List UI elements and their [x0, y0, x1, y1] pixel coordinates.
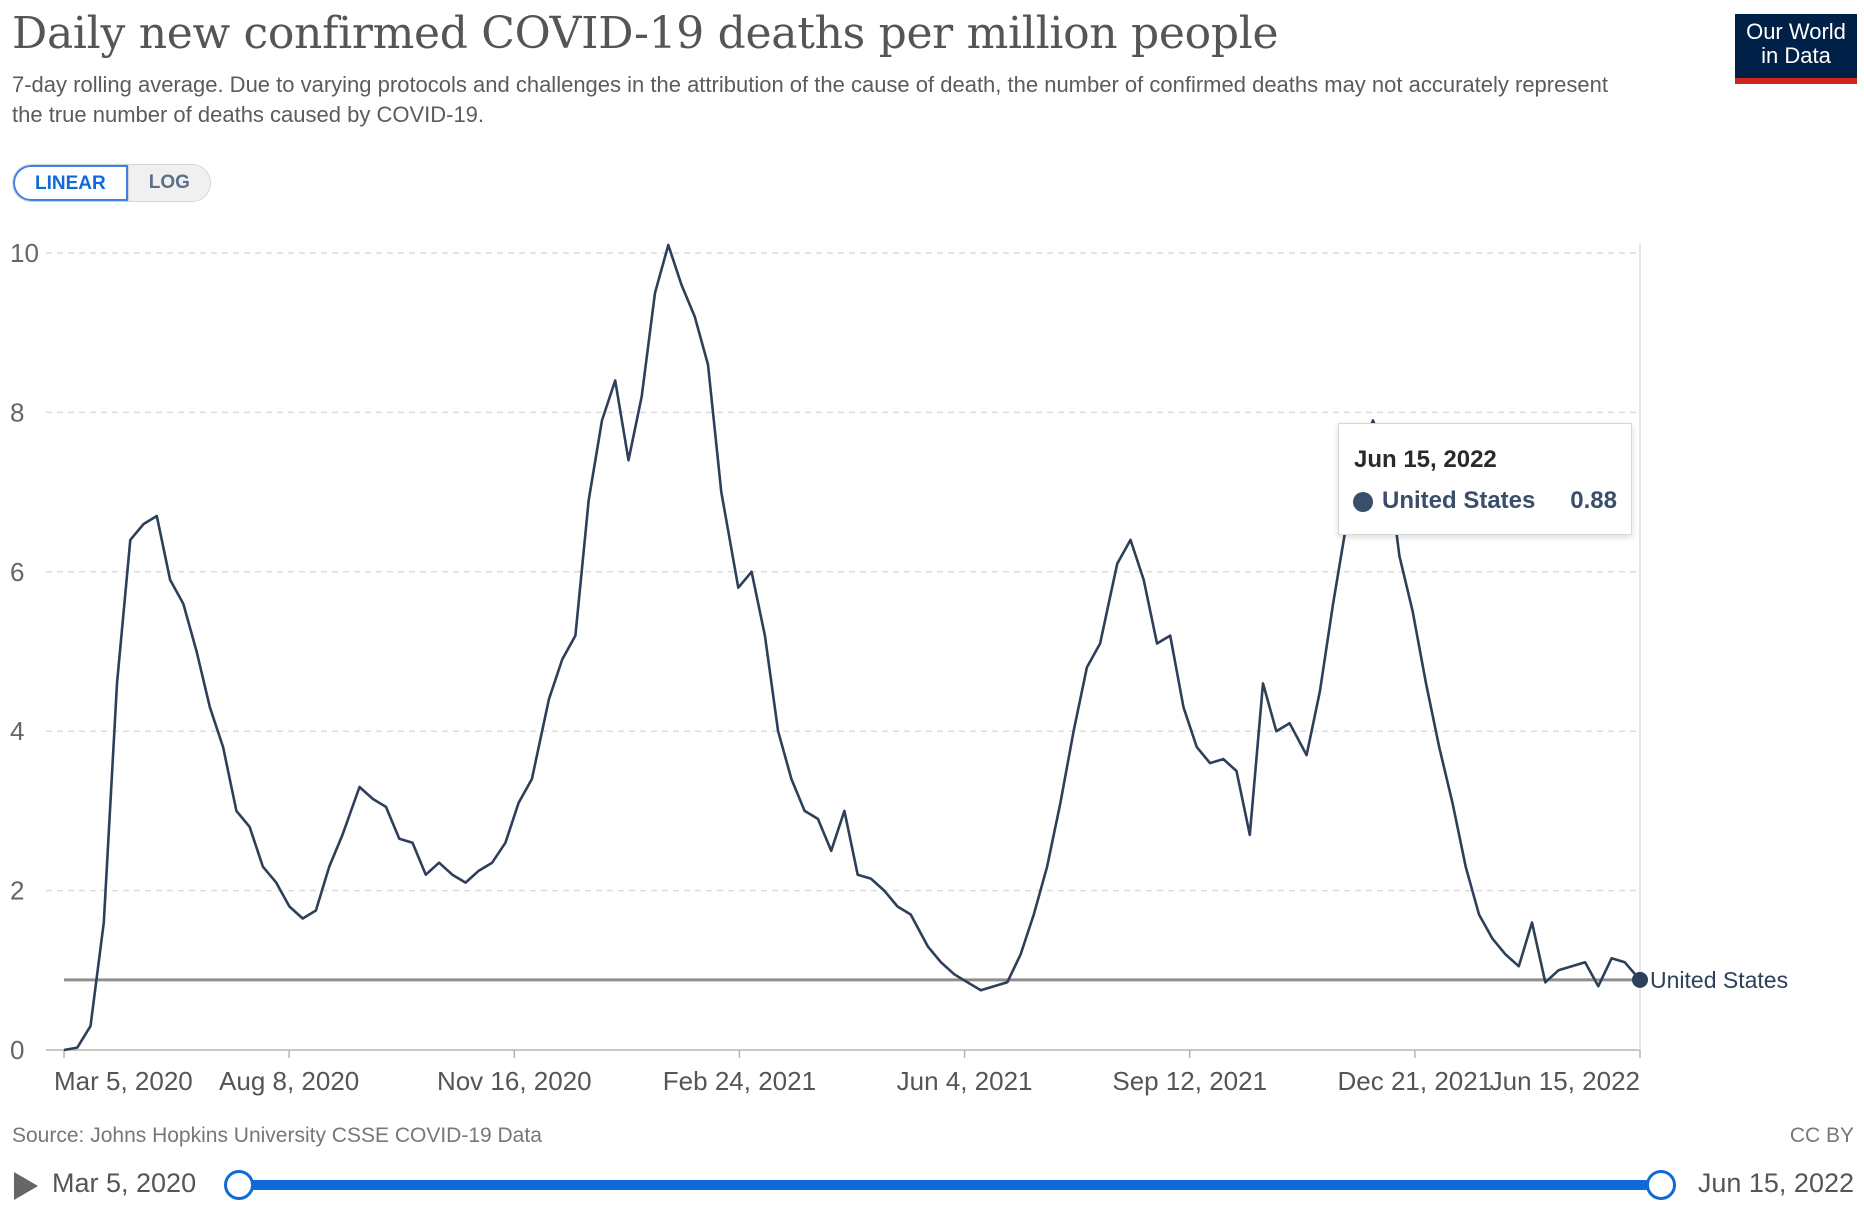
- logo-line-1: Our World: [1746, 19, 1846, 44]
- series-label-united-states[interactable]: United States: [1650, 967, 1788, 993]
- timeline-start-handle[interactable]: [224, 1170, 254, 1200]
- timeline-end-date: Jun 15, 2022: [1697, 1168, 1854, 1198]
- y-tick-label: 0: [10, 1035, 24, 1065]
- series-line-united-states[interactable]: [63, 243, 1641, 1052]
- y-tick-label: 6: [10, 557, 24, 587]
- x-tick-label: Sep 12, 2021: [1112, 1066, 1267, 1096]
- gridlines: [46, 252, 1640, 892]
- logo-line-2: in Data: [1761, 43, 1831, 68]
- chart-subtitle: 7-day rolling average. Due to varying pr…: [12, 72, 1608, 127]
- linear-scale-button[interactable]: LINEAR: [13, 165, 128, 201]
- timeline-end-handle[interactable]: [1646, 1170, 1676, 1200]
- x-tick-label: Mar 5, 2020: [54, 1066, 193, 1096]
- y-tick-label: 4: [10, 716, 24, 746]
- play-icon[interactable]: [14, 1172, 38, 1200]
- x-tick-label: Dec 21, 2021: [1338, 1066, 1493, 1096]
- tooltip: Jun 15, 2022 United States 0.88: [1338, 423, 1632, 535]
- x-tick-label: Jun 15, 2022: [1490, 1066, 1640, 1096]
- y-tick-label: 2: [10, 876, 24, 906]
- y-axis-ticks: 0 2 4 6 8 10: [10, 238, 39, 1065]
- timeline-start-date: Mar 5, 2020: [52, 1168, 197, 1198]
- timeline-slider: Mar 5, 2020 Jun 15, 2022: [0, 1160, 1864, 1208]
- x-tick-label: Aug 8, 2020: [219, 1066, 359, 1096]
- x-tick-label: Nov 16, 2020: [437, 1066, 592, 1096]
- owid-logo[interactable]: Our World in Data: [1735, 14, 1857, 84]
- log-scale-button[interactable]: LOG: [127, 165, 210, 201]
- chart-title: Daily new confirmed COVID-19 deaths per …: [12, 8, 1279, 59]
- tooltip-country: United States: [1382, 487, 1536, 514]
- scale-toggle: LINEAR LOG: [12, 164, 211, 202]
- x-tick-label: Feb 24, 2021: [663, 1066, 816, 1096]
- x-tick-label: Jun 4, 2021: [897, 1066, 1033, 1096]
- tooltip-series-dot: [1353, 492, 1373, 512]
- line-chart[interactable]: 0 2 4 6 8 10 Mar 5, 2020 Aug 8, 2020 Nov 16, 20…: [0, 0, 1864, 1110]
- license-link[interactable]: CC BY: [1789, 1124, 1854, 1147]
- tooltip-value: 0.88: [1570, 487, 1617, 514]
- timeline-track[interactable]: [238, 1180, 1660, 1190]
- y-tick-label: 10: [10, 238, 39, 268]
- source-note[interactable]: Source: Johns Hopkins University CSSE CO…: [12, 1124, 542, 1147]
- series-end-point[interactable]: [1632, 971, 1648, 988]
- y-tick-label: 8: [10, 397, 24, 427]
- x-axis: Mar 5, 2020 Aug 8, 2020 Nov 16, 2020 Feb 24…: [46, 1049, 1641, 1096]
- tooltip-date: Jun 15, 2022: [1354, 446, 1497, 473]
